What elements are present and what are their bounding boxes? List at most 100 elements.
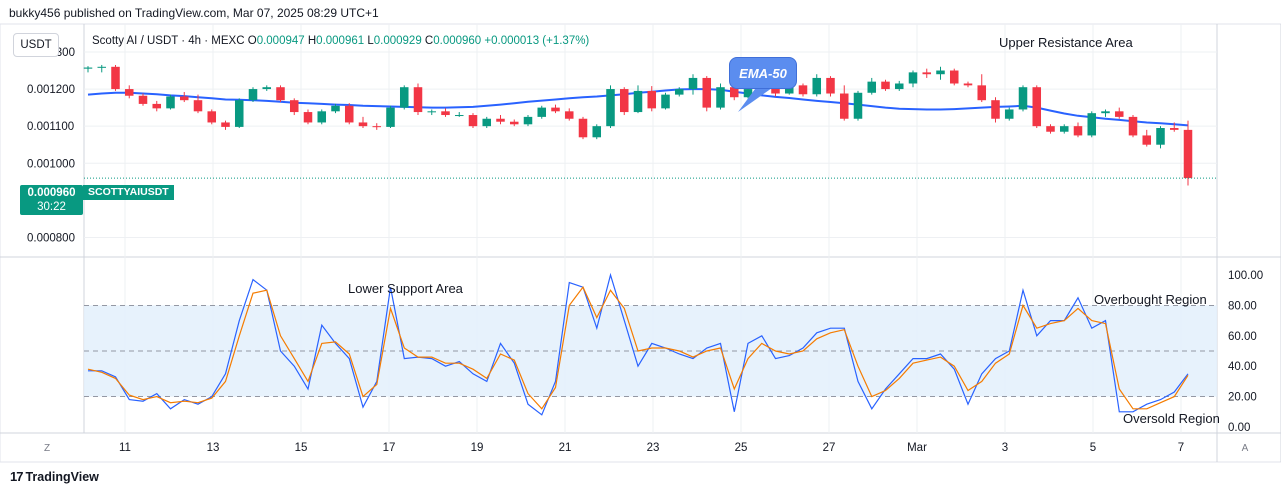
candle-body [812, 77, 822, 95]
candle-body [152, 103, 162, 109]
candle-body [1156, 128, 1165, 145]
bar-countdown: 30:22 [37, 201, 66, 213]
candle-body [193, 100, 203, 112]
x-tick-label: 5 [1090, 442, 1096, 454]
x-tick-label: 3 [1002, 442, 1008, 454]
candle-body [537, 107, 547, 117]
candle-body [908, 72, 918, 84]
stoch-k-line [88, 272, 1189, 416]
tradingview-mark-icon: 17 [10, 469, 24, 484]
candle-body [1046, 126, 1055, 132]
ohlc-legend: Scotty AI / USDT · 4h · MEXC O0.000947 H… [92, 35, 589, 47]
candle-body [124, 89, 134, 96]
candle-body [606, 89, 615, 127]
candle-body [894, 83, 904, 90]
candle-body [221, 122, 230, 127]
candle-body [949, 70, 959, 84]
candle-body [441, 111, 450, 116]
candle-body [688, 77, 698, 90]
candle-body [207, 111, 217, 123]
stoch-d-line [87, 286, 1189, 410]
stoch-tick-label: 20.00 [1228, 392, 1257, 404]
candle-body [427, 111, 437, 113]
overbought-label: Overbought Region [1094, 292, 1207, 307]
candle-body [729, 87, 739, 98]
candle-body [509, 121, 519, 125]
candle-body [702, 77, 712, 108]
candle-body [179, 96, 189, 101]
candle-body [1114, 111, 1124, 117]
ema-callout-pointer [738, 85, 772, 112]
stoch-tick-label: 100.00 [1228, 270, 1263, 282]
candle-body [166, 96, 175, 109]
price-tick-label: 0.000800 [27, 232, 75, 244]
candle-body [716, 87, 725, 108]
last-price-tag: 0.000960 30:22 [20, 185, 83, 215]
candle-body [97, 66, 107, 68]
candle-body [647, 90, 657, 109]
stoch-tick-label: 40.00 [1228, 361, 1257, 373]
candle-body [922, 72, 932, 75]
candle-body [262, 87, 272, 90]
oversold-label: Oversold Region [1123, 411, 1220, 426]
candle-body [344, 105, 354, 123]
price-tick-label: 0.001200 [27, 84, 75, 96]
candle-body [743, 89, 753, 98]
x-tick-label: 13 [207, 442, 220, 454]
x-tick-label: 21 [559, 442, 572, 454]
ema-callout: EMA-50 [729, 57, 797, 89]
stoch-band [84, 304, 1217, 398]
high-label: H [307, 35, 317, 47]
close-label: C [424, 35, 434, 47]
candle-body [413, 87, 423, 113]
tradingview-logo[interactable]: 17 TradingView [10, 469, 99, 484]
timezone-button[interactable]: Z [43, 442, 51, 454]
low-value: 0.000929 [373, 35, 422, 47]
x-tick-label: 19 [471, 442, 484, 454]
symbol-label[interactable]: Scotty AI / USDT · 4h · MEXC [92, 35, 245, 47]
candle-body [399, 87, 409, 108]
price-tick-label: 0.001000 [27, 158, 75, 170]
x-tick-label: Mar [907, 442, 927, 454]
close-value: 0.000960 [433, 35, 482, 47]
candle-body [1128, 116, 1138, 136]
last-price-value: 0.000960 [27, 187, 76, 199]
tradingview-brand: TradingView [25, 469, 99, 484]
candle-body [482, 118, 492, 127]
stoch-tick-label: 0.00 [1228, 422, 1250, 434]
candle-body [523, 116, 533, 125]
stoch-tick-label: 80.00 [1228, 300, 1257, 312]
candle-body [1018, 87, 1028, 110]
low-label: L [367, 35, 374, 47]
x-tick-label: 27 [823, 442, 836, 454]
publisher-header: bukky456 published on TradingView.com, M… [9, 6, 379, 20]
candle-body [83, 67, 93, 69]
candle-body [234, 100, 244, 127]
stoch-band-fill [84, 305, 1217, 397]
candle-body [454, 115, 464, 117]
open-value: 0.000947 [256, 35, 305, 47]
axis-labels: 111315171921232527Mar3570.0013000.001200… [27, 47, 1263, 454]
candle-body [674, 89, 684, 95]
candle-body [386, 107, 395, 127]
autoscale-button[interactable]: A [1241, 442, 1249, 454]
candle-body [784, 85, 794, 94]
candle-body [661, 94, 670, 109]
candle-body [619, 89, 629, 113]
currency-button[interactable]: USDT [13, 33, 59, 57]
open-label: O [247, 35, 257, 47]
candle-body [1087, 113, 1097, 136]
candle-body [289, 100, 299, 113]
candle-body [468, 115, 478, 127]
candle-body [331, 105, 340, 112]
candle-body [138, 95, 148, 104]
candle-body [867, 81, 877, 93]
x-tick-label: 25 [735, 442, 748, 454]
candle-body [798, 85, 808, 95]
x-tick-label: 17 [383, 442, 396, 454]
change-value: +0.000013 (+1.37%) [484, 35, 590, 47]
candle-body [248, 89, 258, 101]
candle-body [551, 107, 560, 112]
candle-body [111, 66, 120, 90]
